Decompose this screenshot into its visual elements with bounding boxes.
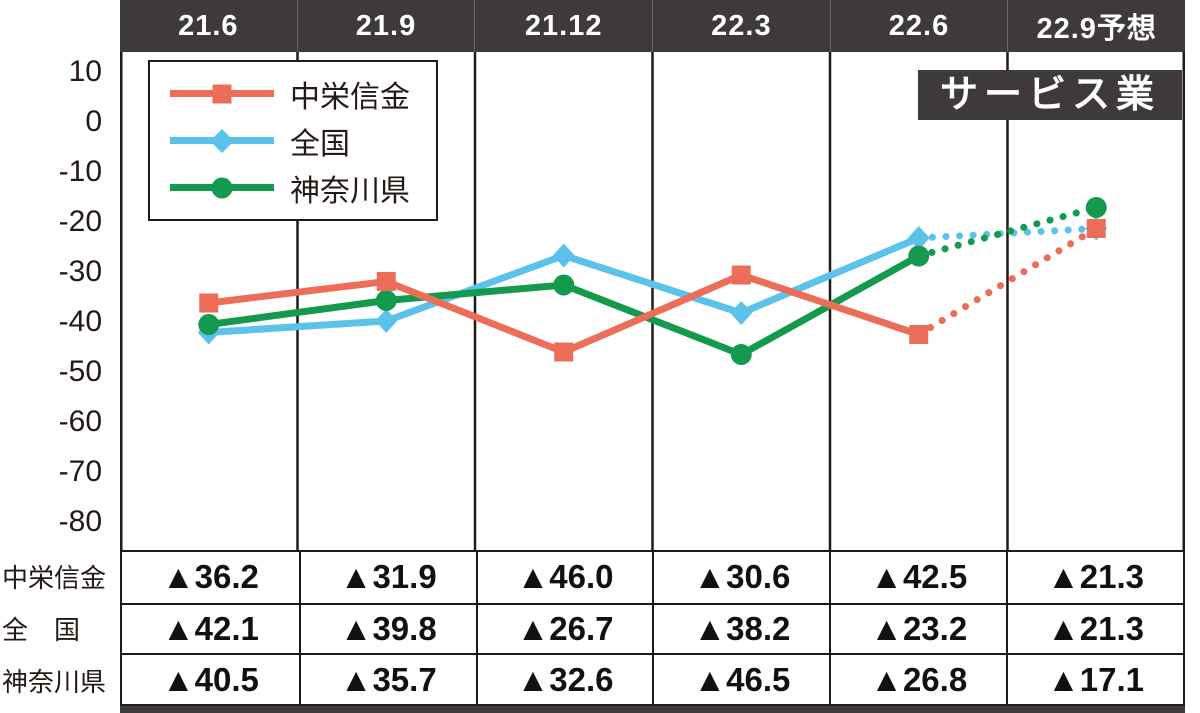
- point-zenkoku-22.6: [907, 226, 930, 250]
- point-kanagawa-22.6: [908, 245, 930, 267]
- point-zenkoku-22.3: [730, 301, 753, 325]
- point-zenkoku-21.9: [375, 309, 398, 333]
- legend-item-zenkoku: 全国: [170, 117, 410, 164]
- y-tick-10: 10: [68, 55, 102, 88]
- table-row-label-0: 中栄信金: [2, 562, 107, 593]
- point-kanagawa-22.3: [730, 344, 752, 365]
- period-header-22.9予想: 22.9予想: [1007, 0, 1185, 52]
- point-chuei-shinkin-21.9: [376, 272, 396, 291]
- legend-item-kanagawa: 神奈川県: [170, 164, 410, 211]
- table-cell: ▲26.8: [829, 653, 1007, 704]
- table-cell: ▲30.6: [652, 552, 829, 603]
- y-tick--40: -40: [58, 305, 102, 338]
- y-tick--60: -60: [58, 405, 102, 438]
- legend-item-chuei-shinkin: 中栄信金: [170, 70, 410, 117]
- point-kanagawa-21.6: [198, 314, 220, 335]
- table-cell: ▲17.1: [1006, 653, 1183, 704]
- legend-line-kanagawa: [170, 177, 274, 198]
- point-chuei-shinkin-22.6: [909, 325, 929, 344]
- table-cell: ▲38.2: [652, 602, 830, 654]
- table-cell: ▲40.5: [122, 653, 299, 704]
- point-zenkoku-21.12: [552, 243, 575, 268]
- table-cell: ▲36.2: [161, 558, 259, 596]
- table-cell: ▲21.3: [1006, 602, 1183, 654]
- period-header-21.9: 21.9: [296, 0, 475, 52]
- y-tick--10: -10: [58, 155, 102, 188]
- table-cell: ▲39.8: [298, 602, 476, 654]
- y-axis: 10 0 -10 -20 -30 -40 -50 -60 -70 -80: [0, 0, 118, 560]
- data-table: ▲36.2 ▲31.9 ▲46.0 ▲30.6 ▲42.5 ▲21.3 ▲42.1 ▲39.8…: [120, 550, 1185, 706]
- period-header-22.6: 22.6: [829, 0, 1008, 52]
- chart-canvas: [120, 52, 1185, 550]
- table-cell: ▲21.3: [1006, 552, 1183, 603]
- y-tick--20: -20: [58, 205, 102, 238]
- legend-label-zenkoku: 全国: [290, 127, 350, 161]
- point-kanagawa-22.9予想: [1085, 197, 1107, 218]
- circle-marker-icon: [211, 177, 233, 198]
- point-chuei-shinkin-22.3: [731, 265, 751, 285]
- point-kanagawa-21.12: [553, 274, 575, 296]
- period-header-row: 21.6 21.9 21.12 22.3 22.6 22.9予想: [120, 0, 1185, 52]
- y-tick--30: -30: [58, 255, 102, 288]
- legend-label-chuei-shinkin: 中栄信金: [290, 80, 410, 114]
- period-header-21.6: 21.6: [178, 9, 239, 42]
- diamond-marker-icon: [209, 128, 235, 153]
- series-forecast-line-kanagawa: [915, 204, 1100, 260]
- y-tick-0: 0: [85, 105, 102, 138]
- table-cell: ▲26.7: [475, 602, 653, 654]
- table-cell: ▲46.0: [475, 552, 653, 603]
- period-header-22.3: 22.3: [652, 0, 830, 52]
- table-row-label-2: 神奈川県: [2, 666, 107, 697]
- point-chuei-shinkin-21.6: [199, 293, 219, 313]
- series-forecast-line-zenkoku: [915, 225, 1100, 242]
- square-marker-icon: [212, 84, 232, 103]
- point-chuei-shinkin-22.9予想: [1086, 219, 1106, 238]
- table-cell: ▲35.7: [298, 653, 476, 704]
- plot-area: 中栄信金全国神奈川県 サービス業: [120, 52, 1185, 550]
- table-cell: ▲42.5: [829, 552, 1006, 603]
- point-kanagawa-21.9: [375, 290, 397, 311]
- legend: 中栄信金全国神奈川県: [148, 60, 438, 221]
- bottom-bar: [120, 706, 1185, 713]
- table-cell: ▲23.2: [829, 602, 1007, 654]
- table-cell: ▲46.5: [652, 653, 830, 704]
- table-cell: ▲32.6: [475, 653, 653, 704]
- legend-line-zenkoku: [170, 128, 274, 153]
- table-row-label-1: 全 国: [2, 614, 81, 645]
- chart-title: サービス業: [917, 70, 1182, 120]
- table-cell: ▲31.9: [298, 552, 476, 603]
- legend-line-chuei-shinkin: [170, 84, 274, 103]
- period-header-21.12: 21.12: [474, 0, 652, 52]
- legend-label-kanagawa: 神奈川県: [290, 174, 410, 208]
- table-cell: ▲42.1: [122, 602, 299, 654]
- y-tick--50: -50: [58, 355, 102, 388]
- series-line-kanagawa: [208, 252, 921, 358]
- point-chuei-shinkin-21.12: [554, 342, 574, 362]
- y-tick--80: -80: [58, 505, 102, 538]
- y-tick--70: -70: [58, 455, 102, 488]
